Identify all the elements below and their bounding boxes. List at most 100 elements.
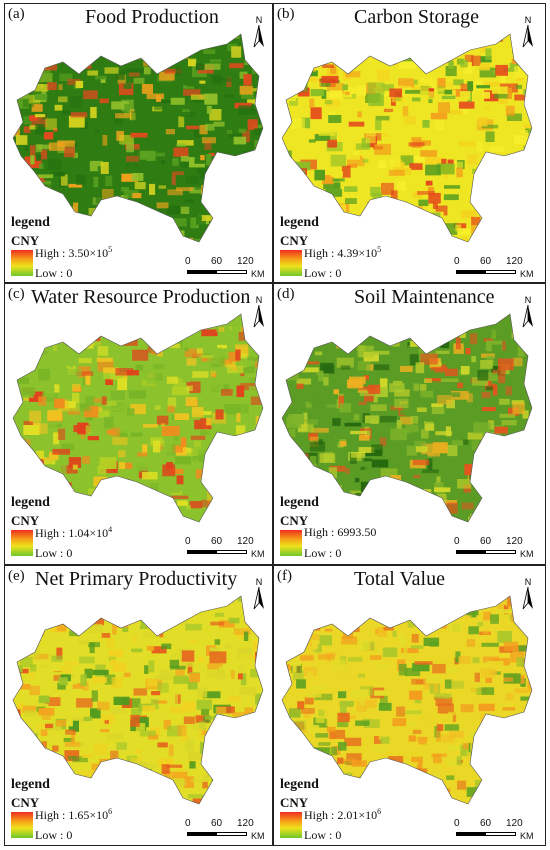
panel-label: (d) bbox=[277, 286, 295, 302]
panel-divider-vertical bbox=[272, 3, 274, 846]
legend-high-value: High : 2.01×106 bbox=[304, 807, 382, 822]
color-ramp bbox=[11, 812, 33, 838]
panel-label: (c) bbox=[8, 286, 25, 302]
scale-bar: 0 60 120 KM bbox=[454, 818, 540, 844]
color-ramp bbox=[280, 812, 302, 838]
legend-unit: CNY bbox=[11, 795, 40, 810]
legend-low-value: Low : 0 bbox=[304, 266, 342, 280]
panel-title: Carbon Storage bbox=[354, 6, 479, 28]
region-map bbox=[281, 33, 533, 243]
svg-text:N: N bbox=[525, 15, 532, 25]
scale-tick-label: 0 bbox=[454, 256, 460, 267]
legend-heading: legend bbox=[11, 215, 50, 230]
legend-high-value: High : 4.39×105 bbox=[304, 245, 382, 260]
scale-tick-label: 0 bbox=[185, 536, 191, 547]
scale-bar: 0 60 120 KM bbox=[454, 536, 540, 562]
svg-text:N: N bbox=[256, 577, 263, 587]
legend-high-value: High : 1.04×104 bbox=[35, 525, 113, 540]
region-map bbox=[12, 313, 264, 523]
panel-title: Soil Maintenance bbox=[354, 286, 495, 308]
scale-bar: 0 60 120 KM bbox=[185, 256, 271, 282]
scale-tick-label: 0 bbox=[185, 256, 191, 267]
north-arrow-icon: N bbox=[249, 576, 269, 612]
legend-unit: CNY bbox=[280, 513, 309, 528]
legend-low-value: Low : 0 bbox=[304, 828, 342, 842]
color-ramp bbox=[280, 250, 302, 276]
scale-unit: KM bbox=[520, 549, 534, 559]
svg-text:N: N bbox=[525, 577, 532, 587]
legend-heading: legend bbox=[11, 495, 50, 510]
north-arrow-icon: N bbox=[518, 576, 538, 612]
scale-bar: 0 60 120 KM bbox=[454, 256, 540, 282]
scale-unit: KM bbox=[520, 269, 534, 279]
panel-label: (a) bbox=[8, 6, 25, 22]
color-ramp bbox=[11, 250, 33, 276]
scale-tick-label: 120 bbox=[506, 536, 523, 547]
svg-text:N: N bbox=[525, 295, 532, 305]
legend-high-value: High : 6993.50 bbox=[304, 525, 377, 539]
panel-divider-horizontal bbox=[4, 282, 546, 284]
panel-title: Net Primary Productivity bbox=[35, 568, 238, 590]
panel-label: (f) bbox=[277, 568, 292, 584]
scale-bar: 0 60 120 KM bbox=[185, 536, 271, 562]
scale-unit: KM bbox=[251, 549, 265, 559]
legend-heading: legend bbox=[280, 495, 319, 510]
scale-tick-label: 120 bbox=[506, 256, 523, 267]
legend-low-value: Low : 0 bbox=[35, 546, 73, 560]
legend-high-value: High : 3.50×105 bbox=[35, 245, 113, 260]
scale-tick-label: 120 bbox=[506, 818, 523, 829]
panel-title: Food Production bbox=[85, 6, 219, 28]
panel-divider-horizontal bbox=[4, 564, 546, 566]
scale-unit: KM bbox=[251, 831, 265, 841]
legend-high-value: High : 1.65×106 bbox=[35, 807, 113, 822]
color-ramp bbox=[11, 530, 33, 556]
scale-tick-label: 60 bbox=[480, 818, 492, 829]
legend-unit: CNY bbox=[280, 795, 309, 810]
legend-unit: CNY bbox=[11, 513, 40, 528]
north-arrow-icon: N bbox=[518, 294, 538, 330]
north-arrow-icon: N bbox=[249, 294, 269, 330]
scale-tick-label: 60 bbox=[211, 818, 223, 829]
scale-tick-label: 0 bbox=[185, 818, 191, 829]
panel-label: (e) bbox=[8, 568, 25, 584]
scale-tick-label: 60 bbox=[211, 256, 223, 267]
scale-tick-label: 120 bbox=[237, 818, 254, 829]
svg-text:N: N bbox=[256, 295, 263, 305]
panel-title: Total Value bbox=[354, 568, 445, 590]
region-map bbox=[281, 595, 533, 805]
north-arrow-icon: N bbox=[249, 14, 269, 50]
region-map bbox=[12, 595, 264, 805]
scale-tick-label: 120 bbox=[237, 256, 254, 267]
legend-low-value: Low : 0 bbox=[304, 546, 342, 560]
scale-tick-label: 60 bbox=[480, 256, 492, 267]
legend-heading: legend bbox=[280, 777, 319, 792]
legend-heading: legend bbox=[280, 215, 319, 230]
panel-title: Water Resource Production bbox=[31, 286, 251, 308]
scale-tick-label: 0 bbox=[454, 818, 460, 829]
svg-text:N: N bbox=[256, 15, 263, 25]
scale-tick-label: 120 bbox=[237, 536, 254, 547]
scale-unit: KM bbox=[520, 831, 534, 841]
legend-low-value: Low : 0 bbox=[35, 266, 73, 280]
legend-low-value: Low : 0 bbox=[35, 828, 73, 842]
scale-unit: KM bbox=[251, 269, 265, 279]
scale-tick-label: 0 bbox=[454, 536, 460, 547]
region-map bbox=[12, 33, 264, 243]
north-arrow-icon: N bbox=[518, 14, 538, 50]
scale-tick-label: 60 bbox=[480, 536, 492, 547]
color-ramp bbox=[280, 530, 302, 556]
figure-frame bbox=[4, 3, 546, 846]
legend-unit: CNY bbox=[11, 233, 40, 248]
legend-unit: CNY bbox=[280, 233, 309, 248]
scale-tick-label: 60 bbox=[211, 536, 223, 547]
region-map bbox=[281, 313, 533, 523]
panel-label: (b) bbox=[277, 6, 295, 22]
scale-bar: 0 60 120 KM bbox=[185, 818, 271, 844]
legend-heading: legend bbox=[11, 777, 50, 792]
